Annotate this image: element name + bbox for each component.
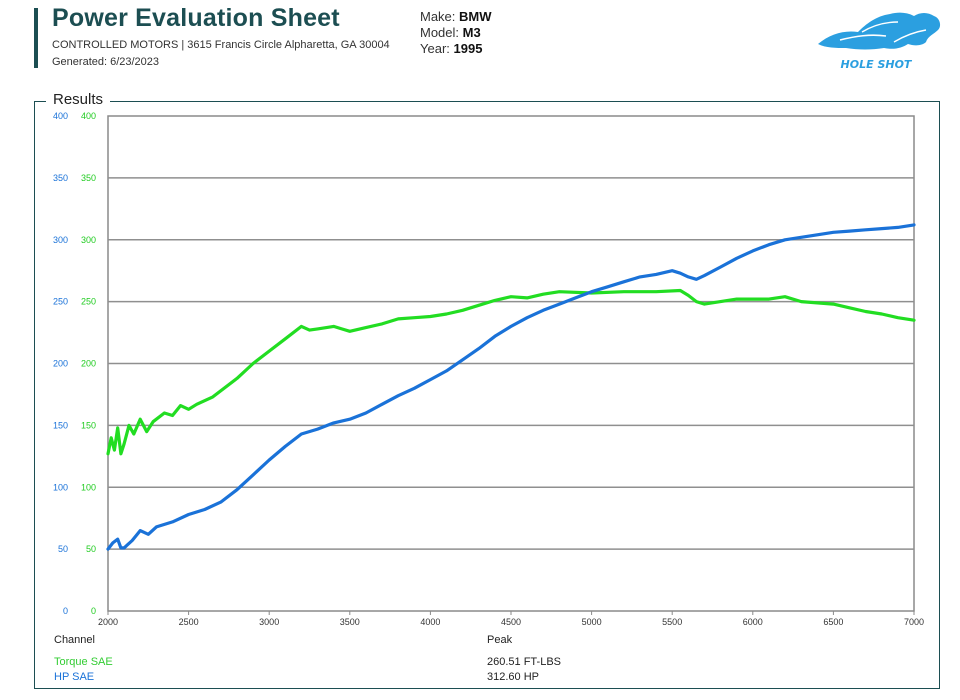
peak-table-row-torque: Torque SAE 260.51 FT-LBS (54, 656, 924, 670)
results-heading: Results (46, 91, 111, 108)
series-line-hp-sae (106, 223, 916, 551)
x-tick-label: 5000 (582, 617, 602, 627)
shop-address: CONTROLLED MOTORS | 3615 Francis Circle … (52, 39, 390, 51)
torque-peak-value: 260.51 FT-LBS (487, 656, 561, 668)
hp-peak-value: 312.60 HP (487, 671, 539, 683)
hole-shot-logo: HOLE SHOT (818, 12, 941, 71)
x-tick-label: 4500 (501, 617, 521, 627)
logo-text: HOLE SHOT (841, 58, 913, 71)
torque-channel-label: Torque SAE (54, 656, 113, 668)
page-title: Power Evaluation Sheet (52, 4, 340, 32)
make-label: Make: (420, 9, 456, 24)
x-tick-label: 3500 (340, 617, 360, 627)
y-tick-label-torque: 200 (81, 359, 96, 369)
y-tick-label-torque: 50 (86, 544, 96, 554)
dyno-chart: 0 0 50 50 100 100 150 150 200 200 250 250 300 300 350 3… (53, 111, 924, 627)
generated-date: Generated: 6/23/2023 (52, 56, 160, 68)
x-tick-label: 6500 (823, 617, 843, 627)
y-tick-label-torque: 0 (91, 606, 96, 616)
y-tick-label-hp: 200 (53, 359, 68, 369)
model-value: M3 (462, 25, 481, 40)
y-tick-label-torque: 250 (81, 297, 96, 307)
y-tick-label-hp: 0 (63, 606, 68, 616)
y-tick-label-hp: 350 (53, 173, 68, 183)
x-tick-label: 5500 (662, 617, 682, 627)
peak-table-row-hp: HP SAE 312.60 HP (54, 671, 924, 685)
year-value: 1995 (453, 41, 483, 56)
x-tick-label: 7000 (904, 617, 924, 627)
peak-table-header: Channel Peak (54, 634, 924, 648)
vehicle-info: Make: BMW Model: M3 Year: 1995 (420, 9, 492, 57)
y-tick-label-hp: 300 (53, 235, 68, 245)
year-row: Year: 1995 (420, 41, 492, 57)
y-tick-label-torque: 400 (81, 111, 96, 121)
hp-channel-label: HP SAE (54, 671, 95, 683)
peak-header: Peak (487, 634, 513, 646)
horse-head-icon (818, 12, 941, 50)
model-row: Model: M3 (420, 25, 492, 41)
header-accent-bar (34, 8, 38, 68)
x-tick-label: 3000 (259, 617, 279, 627)
series-line-torque-sae (106, 288, 916, 456)
x-tick-label: 2000 (98, 617, 118, 627)
year-label: Year: (420, 41, 450, 56)
y-tick-label-hp: 400 (53, 111, 68, 121)
x-tick-label: 4000 (420, 617, 440, 627)
x-tick-label: 2500 (179, 617, 199, 627)
model-label: Model: (420, 25, 460, 40)
y-tick-label-hp: 150 (53, 420, 68, 430)
y-tick-label-torque: 100 (81, 482, 96, 492)
x-tick-label: 6000 (743, 617, 763, 627)
y-tick-label-hp: 100 (53, 482, 68, 492)
channel-header: Channel (54, 634, 95, 646)
y-tick-label-hp: 50 (58, 544, 68, 554)
make-row: Make: BMW (420, 9, 492, 25)
y-tick-label-torque: 350 (81, 173, 96, 183)
y-tick-label-hp: 250 (53, 297, 68, 307)
y-tick-label-torque: 150 (81, 420, 96, 430)
y-tick-label-torque: 300 (81, 235, 96, 245)
results-panel (34, 101, 940, 689)
make-value: BMW (459, 9, 492, 24)
